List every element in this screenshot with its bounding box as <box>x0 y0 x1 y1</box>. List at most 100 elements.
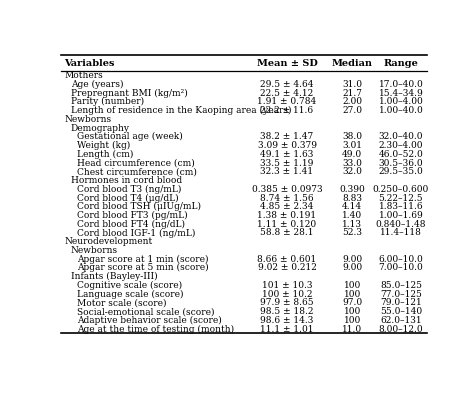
Text: 27.0: 27.0 <box>342 106 362 115</box>
Text: Neurodevelopment: Neurodevelopment <box>64 237 152 246</box>
Text: 49.1 ± 1.63: 49.1 ± 1.63 <box>260 150 314 159</box>
Text: 11.0: 11.0 <box>342 324 362 334</box>
Text: 2.30–4.00: 2.30–4.00 <box>379 141 423 150</box>
Text: Apgar score at 5 min (score): Apgar score at 5 min (score) <box>77 263 209 273</box>
Text: 0.390: 0.390 <box>339 185 365 194</box>
Text: 32.0: 32.0 <box>342 167 362 176</box>
Text: Range: Range <box>383 59 419 68</box>
Text: 97.9 ± 8.65: 97.9 ± 8.65 <box>260 298 314 307</box>
Text: Gestational age (week): Gestational age (week) <box>77 132 183 141</box>
Text: 5.22–12.5: 5.22–12.5 <box>379 193 423 203</box>
Text: Newborns: Newborns <box>64 115 111 124</box>
Text: Variables: Variables <box>64 59 115 68</box>
Text: Prepregnant BMI (kg/m²): Prepregnant BMI (kg/m²) <box>71 89 187 98</box>
Text: 1.40: 1.40 <box>342 211 362 220</box>
Text: 100: 100 <box>344 290 361 298</box>
Text: Social-emotional scale (score): Social-emotional scale (score) <box>77 307 215 316</box>
Text: 101 ± 10.3: 101 ± 10.3 <box>262 281 312 290</box>
Text: 7.00–10.0: 7.00–10.0 <box>379 263 423 272</box>
Text: Parity (number): Parity (number) <box>71 98 144 107</box>
Text: Age (years): Age (years) <box>71 80 123 89</box>
Text: 33.5 ± 1.19: 33.5 ± 1.19 <box>260 158 314 168</box>
Text: Cord blood IGF-1 (ng/mL): Cord blood IGF-1 (ng/mL) <box>77 228 196 238</box>
Text: 100 ± 10.2: 100 ± 10.2 <box>262 290 312 298</box>
Text: Cord blood TSH (μIUg/mL): Cord blood TSH (μIUg/mL) <box>77 202 201 211</box>
Text: 1.00–1.69: 1.00–1.69 <box>379 211 423 220</box>
Text: Median: Median <box>332 59 373 68</box>
Text: Chest circumference (cm): Chest circumference (cm) <box>77 167 197 176</box>
Text: 77.0–125: 77.0–125 <box>380 290 422 298</box>
Text: 32.3 ± 1.41: 32.3 ± 1.41 <box>260 167 314 176</box>
Text: 38.2 ± 1.47: 38.2 ± 1.47 <box>260 133 314 141</box>
Text: 0.385 ± 0.0973: 0.385 ± 0.0973 <box>252 185 322 194</box>
Text: Length (cm): Length (cm) <box>77 150 134 159</box>
Text: 15.4–34.9: 15.4–34.9 <box>379 89 423 98</box>
Text: 62.0–131: 62.0–131 <box>380 316 422 325</box>
Text: 55.0–140: 55.0–140 <box>380 307 422 316</box>
Text: Cord blood T3 (ng/mL): Cord blood T3 (ng/mL) <box>77 185 182 194</box>
Text: 29.5–35.0: 29.5–35.0 <box>379 167 423 176</box>
Text: 1.00–40.0: 1.00–40.0 <box>379 106 423 115</box>
Text: 30.5–36.0: 30.5–36.0 <box>379 158 423 168</box>
Text: 98.5 ± 18.2: 98.5 ± 18.2 <box>260 307 314 316</box>
Text: 100: 100 <box>344 316 361 325</box>
Text: 22.5 ± 4.12: 22.5 ± 4.12 <box>260 89 314 98</box>
Text: 85.0–125: 85.0–125 <box>380 281 422 290</box>
Text: Newborns: Newborns <box>71 246 118 255</box>
Text: Demography: Demography <box>71 124 129 133</box>
Text: Cord blood FT3 (pg/mL): Cord blood FT3 (pg/mL) <box>77 211 188 220</box>
Text: Hormones in cord blood: Hormones in cord blood <box>71 176 182 185</box>
Text: Head circumference (cm): Head circumference (cm) <box>77 158 195 168</box>
Text: 11.4–118: 11.4–118 <box>380 228 422 238</box>
Text: Mothers: Mothers <box>64 71 103 80</box>
Text: Cognitive scale (score): Cognitive scale (score) <box>77 281 182 290</box>
Text: 8.66 ± 0.601: 8.66 ± 0.601 <box>257 255 317 263</box>
Text: Age at the time of testing (month): Age at the time of testing (month) <box>77 324 234 334</box>
Text: 1.00–4.00: 1.00–4.00 <box>379 98 423 106</box>
Text: 8.00–12.0: 8.00–12.0 <box>379 324 423 334</box>
Text: 9.02 ± 0.212: 9.02 ± 0.212 <box>257 263 317 272</box>
Text: 2.00: 2.00 <box>342 98 362 106</box>
Text: 21.7: 21.7 <box>342 89 362 98</box>
Text: 1.38 ± 0.191: 1.38 ± 0.191 <box>257 211 317 220</box>
Text: 100: 100 <box>344 307 361 316</box>
Text: Cord blood FT4 (ng/dL): Cord blood FT4 (ng/dL) <box>77 220 185 229</box>
Text: 0.250–0.600: 0.250–0.600 <box>373 185 429 194</box>
Text: 31.0: 31.0 <box>342 80 362 89</box>
Text: Mean ± SD: Mean ± SD <box>256 59 318 68</box>
Text: 79.0–121: 79.0–121 <box>380 298 422 307</box>
Text: 8.83: 8.83 <box>342 193 362 203</box>
Text: Infants (Bayley-III): Infants (Bayley-III) <box>71 272 157 281</box>
Text: Cord blood T4 (μg/dL): Cord blood T4 (μg/dL) <box>77 193 179 203</box>
Text: 4.14: 4.14 <box>342 202 362 211</box>
Text: Length of residence in the Kaoping area (years): Length of residence in the Kaoping area … <box>71 106 291 115</box>
Text: 38.0: 38.0 <box>342 133 362 141</box>
Text: 11.1 ± 1.01: 11.1 ± 1.01 <box>260 324 314 334</box>
Text: 1.91 ± 0.784: 1.91 ± 0.784 <box>257 98 317 106</box>
Text: 32.0–40.0: 32.0–40.0 <box>379 133 423 141</box>
Text: 1.13: 1.13 <box>342 220 362 229</box>
Text: Adaptive behavior scale (score): Adaptive behavior scale (score) <box>77 316 222 325</box>
Text: 4.85 ± 2.34: 4.85 ± 2.34 <box>260 202 314 211</box>
Text: 52.3: 52.3 <box>342 228 362 238</box>
Text: Weight (kg): Weight (kg) <box>77 141 130 150</box>
Text: 98.6 ± 14.3: 98.6 ± 14.3 <box>260 316 314 325</box>
Text: 0.840–1.48: 0.840–1.48 <box>375 220 426 229</box>
Text: 49.0: 49.0 <box>342 150 362 159</box>
Text: 46.0–52.0: 46.0–52.0 <box>379 150 423 159</box>
Text: 3.09 ± 0.379: 3.09 ± 0.379 <box>257 141 317 150</box>
Text: 9.00: 9.00 <box>342 263 362 272</box>
Text: 6.00–10.0: 6.00–10.0 <box>379 255 423 263</box>
Text: 58.8 ± 28.1: 58.8 ± 28.1 <box>260 228 314 238</box>
Text: Language scale (score): Language scale (score) <box>77 289 184 298</box>
Text: 22.2 ± 11.6: 22.2 ± 11.6 <box>260 106 314 115</box>
Text: 29.5 ± 4.64: 29.5 ± 4.64 <box>260 80 314 89</box>
Text: Motor scale (score): Motor scale (score) <box>77 298 167 307</box>
Text: 1.11 ± 0.120: 1.11 ± 0.120 <box>257 220 317 229</box>
Text: 33.0: 33.0 <box>342 158 362 168</box>
Text: Apgar score at 1 min (score): Apgar score at 1 min (score) <box>77 255 209 264</box>
Text: 97.0: 97.0 <box>342 298 362 307</box>
Text: 3.01: 3.01 <box>342 141 362 150</box>
Text: 17.0–40.0: 17.0–40.0 <box>379 80 423 89</box>
Text: 8.74 ± 1.56: 8.74 ± 1.56 <box>260 193 314 203</box>
